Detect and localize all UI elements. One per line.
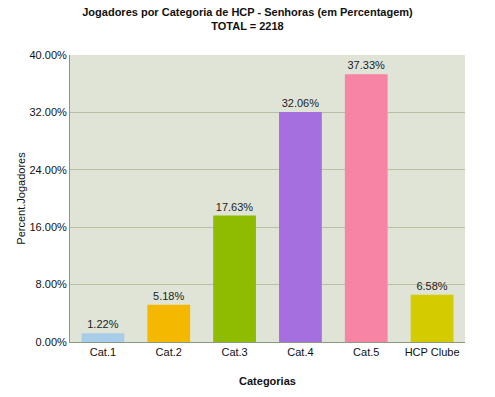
svg-text:37.33%: 37.33% [347, 59, 385, 71]
svg-text:Cat.4: Cat.4 [287, 346, 313, 358]
svg-text:Categorias: Categorias [239, 375, 296, 387]
svg-text:Cat.3: Cat.3 [221, 346, 247, 358]
svg-text:0.00%: 0.00% [36, 336, 67, 348]
svg-text:Percent.Jogadores: Percent.Jogadores [15, 152, 27, 245]
svg-text:40.00%: 40.00% [29, 49, 67, 61]
svg-text:16.00%: 16.00% [29, 221, 67, 233]
svg-text:HCP Clube: HCP Clube [405, 346, 460, 358]
svg-text:Jogadores por Categoria de HCP: Jogadores por Categoria de HCP - Senhora… [82, 6, 413, 32]
svg-text:6.58%: 6.58% [416, 280, 447, 292]
svg-text:32.00%: 32.00% [29, 106, 67, 118]
svg-text:5.18%: 5.18% [153, 290, 184, 302]
svg-text:8.00%: 8.00% [36, 278, 67, 290]
svg-text:Cat.5: Cat.5 [353, 346, 379, 358]
svg-text:1.22%: 1.22% [87, 318, 118, 330]
svg-text:Cat.2: Cat.2 [156, 346, 182, 358]
svg-text:Cat.1: Cat.1 [90, 346, 116, 358]
svg-text:32.06%: 32.06% [282, 97, 320, 109]
svg-text:24.00%: 24.00% [29, 164, 67, 176]
svg-text:17.63%: 17.63% [216, 201, 254, 213]
